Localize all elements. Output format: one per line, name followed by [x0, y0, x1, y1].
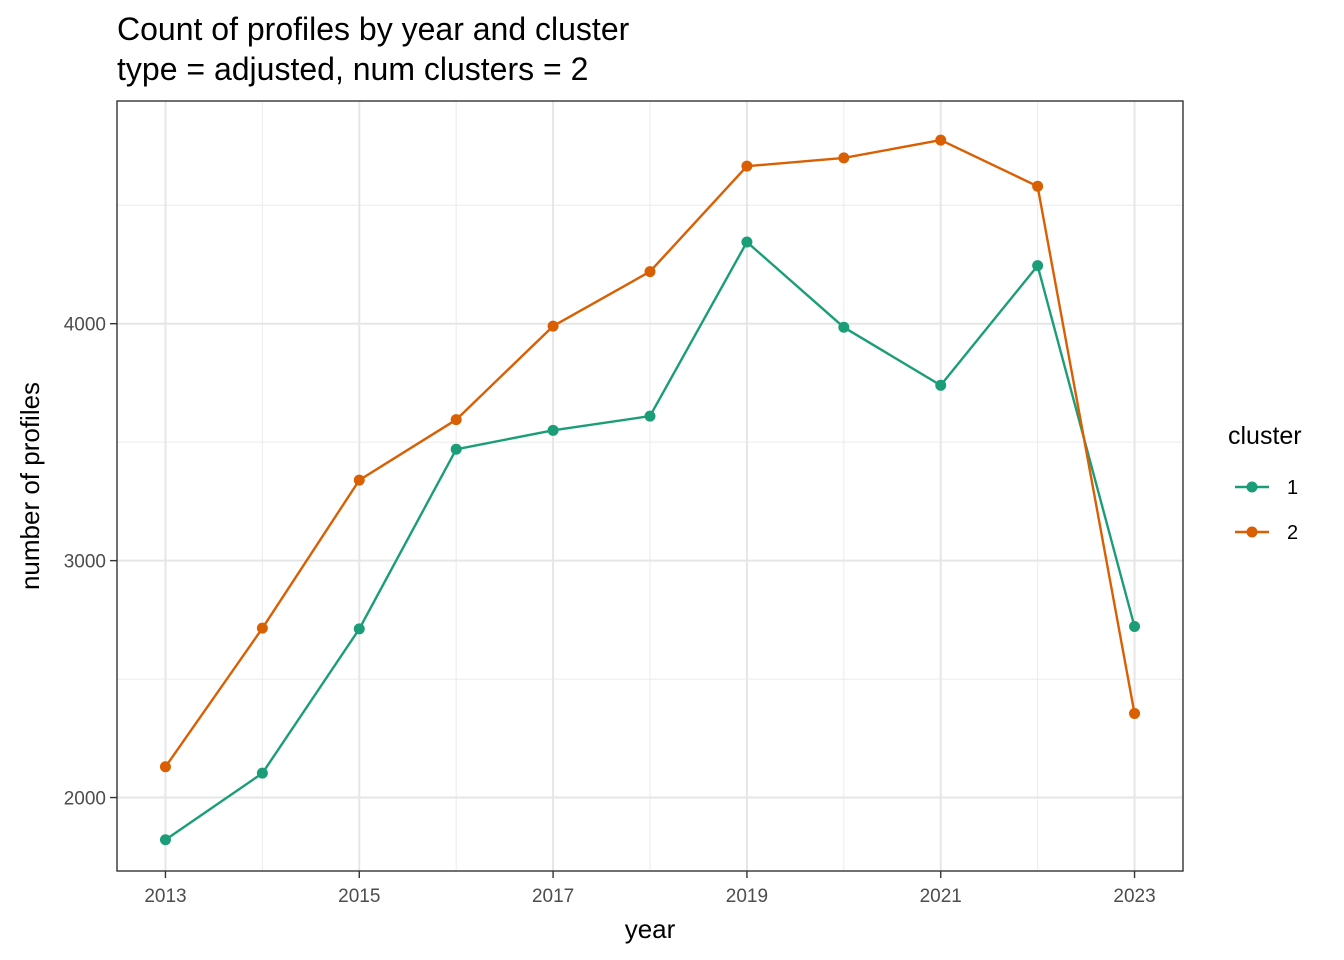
- x-tick-label: 2023: [1113, 886, 1155, 907]
- data-point-1: [450, 443, 462, 455]
- grid-major: [117, 101, 1183, 871]
- legend: cluster 1 2: [1228, 422, 1302, 544]
- chart-subtitle: type = adjusted, num clusters = 2: [117, 51, 588, 87]
- y-tick-label: 2000: [64, 789, 106, 810]
- x-axis-title: year: [625, 914, 676, 944]
- data-point-2: [644, 266, 656, 278]
- legend-label-2: 2: [1287, 522, 1298, 544]
- series-points: [159, 134, 1141, 846]
- data-point-2: [450, 414, 462, 426]
- x-tick-label: 2015: [338, 886, 380, 907]
- data-point-2: [741, 160, 753, 172]
- y-axis-title: number of profiles: [15, 382, 45, 590]
- x-tick-label: 2017: [532, 886, 574, 907]
- legend-key-point-2: [1246, 526, 1258, 538]
- legend-label-1: 1: [1287, 477, 1298, 499]
- x-tick-label: 2019: [726, 886, 768, 907]
- y-tick-label: 3000: [64, 552, 106, 573]
- grid-minor: [117, 101, 1183, 871]
- data-point-2: [1129, 707, 1141, 719]
- data-point-2: [256, 622, 268, 634]
- data-point-1: [1032, 260, 1044, 272]
- data-point-1: [741, 236, 753, 248]
- x-tick-label: 2021: [920, 886, 962, 907]
- data-point-1: [547, 424, 559, 436]
- chart-title: Count of profiles by year and cluster: [117, 11, 630, 47]
- data-point-2: [935, 134, 947, 146]
- data-point-1: [935, 379, 947, 391]
- data-point-2: [1032, 180, 1044, 192]
- legend-title: cluster: [1228, 422, 1302, 450]
- data-point-1: [353, 623, 365, 635]
- y-axis: 2000 3000 4000: [64, 315, 117, 810]
- y-tick-label: 4000: [64, 315, 106, 336]
- data-point-2: [159, 761, 171, 773]
- data-point-2: [838, 152, 850, 164]
- x-axis: 2013 2015 2017 2019 2021 2023: [144, 871, 1156, 907]
- plot-panel-border: [116, 100, 1184, 872]
- data-point-2: [547, 320, 559, 332]
- data-point-1: [644, 410, 656, 422]
- data-point-1: [256, 767, 268, 779]
- data-point-1: [838, 321, 850, 333]
- data-point-1: [1129, 620, 1141, 632]
- data-point-2: [353, 474, 365, 486]
- x-tick-label: 2013: [144, 886, 186, 907]
- data-point-1: [159, 834, 171, 846]
- legend-key-point-1: [1246, 481, 1258, 493]
